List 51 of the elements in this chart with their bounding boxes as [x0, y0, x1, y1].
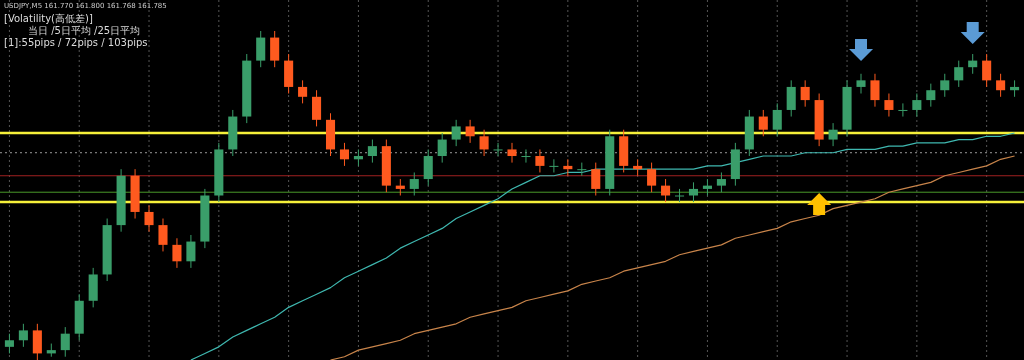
candlestick	[521, 148, 531, 164]
candlestick	[409, 171, 419, 196]
candlestick	[298, 79, 308, 104]
candlestick	[884, 93, 894, 118]
candlestick	[800, 79, 810, 108]
candlestick	[270, 30, 280, 68]
candlestick	[367, 139, 377, 164]
text: [Volatility(高低差)]	[4, 13, 93, 24]
candlestick	[60, 326, 70, 358]
candlestick	[312, 89, 322, 127]
candlestick	[996, 73, 1006, 98]
candlestick	[674, 188, 685, 203]
candlestick	[479, 129, 489, 157]
candlestick	[32, 323, 42, 360]
candlestick	[716, 171, 726, 193]
candlestick	[758, 109, 768, 137]
candlestick	[898, 102, 908, 118]
candlestick	[954, 60, 964, 88]
candlestick	[507, 142, 517, 164]
candlestick	[856, 73, 866, 95]
candlestick	[423, 148, 433, 187]
candlestick	[451, 119, 461, 147]
candlestick	[144, 204, 154, 233]
candlestick	[870, 73, 880, 108]
candlestick	[18, 323, 28, 348]
candlestick	[982, 53, 992, 88]
candlestick	[912, 93, 922, 118]
candlestick	[968, 53, 978, 75]
candlestick	[493, 142, 503, 157]
candlestick	[926, 83, 936, 108]
candlestick	[661, 178, 671, 203]
candlestick	[437, 132, 447, 164]
candlestick	[186, 234, 196, 269]
candlestick	[256, 30, 266, 68]
candlestick	[4, 333, 14, 354]
candlestick	[940, 73, 950, 98]
candlestick	[535, 148, 545, 173]
annotation: 当日 /5日平均 /25日平均	[28, 25, 141, 36]
candlestick	[577, 162, 587, 177]
annotation: [1]:55pips / 72pips / 103pips	[4, 37, 148, 48]
candlestick	[647, 162, 657, 193]
candlestick	[172, 237, 182, 269]
candlestick	[158, 218, 168, 252]
candlestick	[339, 142, 350, 167]
candlestick	[465, 119, 475, 144]
candlestick	[549, 158, 559, 173]
candlestick	[772, 102, 782, 137]
candlestick	[786, 79, 796, 118]
candlestick	[688, 181, 699, 203]
candlestick	[591, 162, 601, 196]
candlestick	[828, 122, 838, 147]
